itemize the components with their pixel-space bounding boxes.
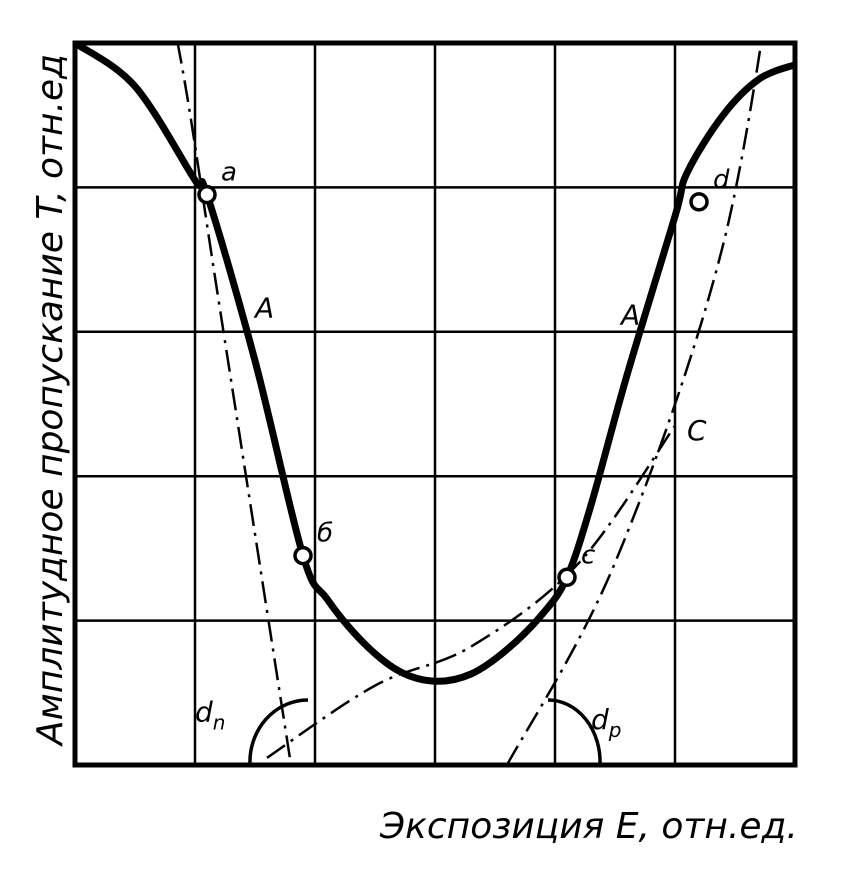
- angle-arc-dp: [547, 698, 602, 766]
- annotation-label: C: [687, 414, 707, 447]
- main-curve-group: [75, 43, 795, 685]
- point-label: c: [581, 540, 595, 570]
- dash-dot-line-1: [176, 43, 293, 765]
- angle-arcs: [248, 698, 602, 766]
- y-axis-label: Амплитудное пропускание T, отн.ед: [30, 54, 71, 747]
- annotations-group: BBAACdndp: [195, 0, 730, 742]
- annotation-label: A: [253, 291, 274, 324]
- point-б: [293, 545, 313, 566]
- grid: [75, 43, 795, 765]
- dash-dot-line-2: [505, 43, 763, 765]
- plot-frame: [72, 40, 798, 768]
- point-a: [197, 184, 217, 205]
- point-label: б: [317, 519, 333, 549]
- annotation-label: dn: [195, 696, 225, 735]
- annotation-subscript: p: [608, 718, 622, 742]
- annotation-subscript: n: [213, 711, 226, 735]
- angle-arc-dn: [248, 698, 309, 766]
- main-curve: [75, 43, 795, 685]
- point-c: [557, 567, 577, 588]
- auxiliary-lines: [176, 43, 763, 765]
- x-axis-label: Экспозиция E, отн.ед.: [379, 806, 798, 847]
- annotation-label: B: [711, 0, 730, 7]
- point-label: a: [221, 158, 237, 188]
- points-group: a б c d: [197, 158, 730, 588]
- dash-dot-line-3: [266, 424, 677, 759]
- annotation-label: A: [619, 299, 640, 332]
- point-d: [689, 192, 709, 212]
- point-label: d: [713, 165, 730, 195]
